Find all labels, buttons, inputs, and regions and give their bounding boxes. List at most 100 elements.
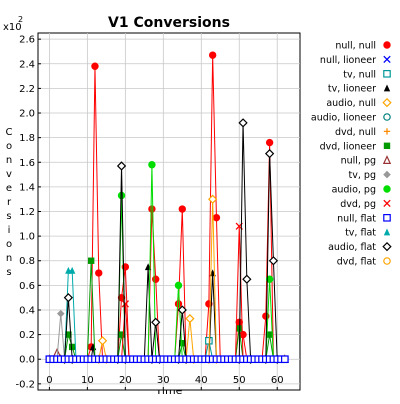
legend: null, null null, lioneer tv, null tv, lione… [311, 41, 392, 268]
y-tick-label: 1.4 [19, 182, 35, 193]
y-tick-label: 1.6 [19, 158, 35, 169]
data-point [208, 194, 218, 204]
baseline-point [281, 355, 289, 364]
y-axis-label-char: s [6, 267, 11, 278]
data-point [265, 275, 274, 283]
data-point [264, 148, 275, 159]
y-tick-label: 1.0 [19, 232, 35, 243]
axis-ticks: 0 10 20 30 40 50 60 -0.2 0.0 0.2 0.4 0.6 0.8 1.0 1.2 1.… [15, 35, 283, 391]
chart-title: V1 Conversions [108, 15, 230, 31]
data-point [238, 118, 248, 128]
data-point [208, 51, 217, 59]
y-tick-label: 2.6 [19, 35, 35, 46]
legend-label: dvd, pg [340, 199, 376, 210]
data-point [91, 62, 99, 70]
x-tick-label: 10 [81, 375, 94, 386]
x-tick-label: 60 [271, 375, 284, 386]
series-line [64, 270, 77, 360]
y-axis-label-char: o [6, 239, 12, 250]
legend-label: dvd, null [335, 127, 376, 138]
data-point [242, 274, 252, 284]
legend-label: audio, lioneer [311, 113, 376, 124]
legend-marker [383, 185, 391, 193]
legend-marker [382, 241, 392, 252]
legend-label: tv, null [343, 69, 376, 80]
data-point [118, 331, 125, 338]
x-tick-label: 30 [157, 375, 170, 386]
y-tick-label: 2.4 [19, 59, 35, 70]
data-point [97, 336, 108, 346]
legend-label: null, pg [341, 156, 376, 167]
y-tick-label: 0.4 [19, 305, 35, 316]
y-tick-label: 0.2 [19, 330, 35, 341]
y-tick-label: 1.2 [19, 207, 35, 218]
legend-marker [383, 257, 391, 265]
data-point [148, 161, 156, 169]
data-point [56, 309, 65, 318]
data-point [68, 266, 76, 274]
data-point [174, 300, 183, 308]
legend-label: audio, pg [332, 185, 376, 196]
legend-marker [383, 128, 391, 135]
series [45, 51, 289, 364]
data-point [178, 205, 186, 213]
data-point [179, 340, 186, 347]
data-point [152, 275, 160, 283]
legend-marker [383, 142, 391, 149]
data-point [121, 300, 129, 308]
legend-label: audio, flat [328, 242, 376, 253]
y-tick-label: 0.8 [19, 256, 35, 267]
data-point [174, 281, 183, 290]
y-tick-label: 0.0 [19, 355, 35, 366]
x-tick-label: 0 [46, 375, 52, 386]
data-point [266, 331, 273, 338]
x-tick-label: 20 [119, 375, 132, 386]
y-scale-exponent: 2 [18, 15, 23, 24]
y-tick-label: -0.2 [15, 379, 35, 390]
legend-marker [383, 69, 391, 78]
y-axis-label-char: i [8, 225, 11, 236]
legend-label: dvd, flat [337, 257, 377, 268]
x-tick-label: 50 [233, 375, 246, 386]
data-point [117, 191, 126, 200]
y-axis-label-char: e [6, 183, 12, 194]
data-point [268, 256, 279, 266]
data-point [239, 330, 247, 339]
y-tick-label: 2.0 [19, 109, 35, 120]
y-axis-label-char: r [7, 197, 12, 208]
legend-label: tv, flat [345, 228, 376, 239]
data-point [212, 213, 221, 222]
legend-marker [382, 155, 392, 164]
legend-marker [383, 55, 391, 64]
data-point [87, 257, 95, 264]
y-axis-label: Conversions [6, 127, 13, 278]
y-axis-label-char: v [6, 169, 12, 180]
legend-marker [383, 214, 391, 222]
y-axis-label-char: o [6, 141, 12, 152]
legend-marker [383, 228, 391, 236]
legend-label: null, flat [337, 213, 376, 224]
data-point [151, 317, 161, 327]
legend-label: tv, lioneer [328, 84, 376, 95]
legend-label: null, lioneer [320, 55, 376, 66]
legend-marker [383, 113, 391, 121]
data-point [63, 293, 74, 303]
legend-marker [383, 84, 391, 92]
legend-marker [383, 170, 391, 179]
x-tick-label: 40 [195, 375, 208, 386]
legend-marker [383, 41, 391, 49]
data-point [68, 343, 76, 351]
data-point [148, 205, 156, 213]
data-point [177, 305, 187, 315]
y-tick-label: 1.8 [19, 133, 35, 144]
y-scale-label: x10 [3, 22, 22, 33]
y-tick-label: 0.6 [19, 281, 35, 292]
legend-label: null, null [335, 41, 376, 52]
y-tick-label: 2.2 [19, 84, 35, 95]
y-axis-label-char: n [6, 253, 12, 264]
legend-label: tv, pg [349, 170, 376, 181]
legend-marker [383, 199, 391, 208]
y-axis-label-char: C [6, 127, 13, 138]
data-point [65, 331, 72, 338]
